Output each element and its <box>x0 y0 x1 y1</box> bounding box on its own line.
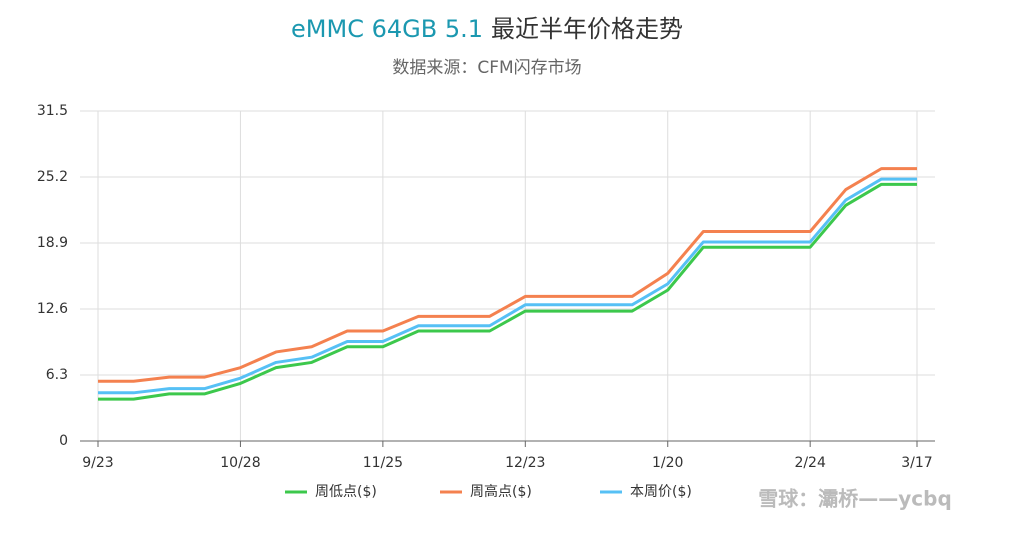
y-tick-label: 6.3 <box>46 367 68 383</box>
legend-label: 周高点($) <box>470 483 532 500</box>
x-tick-label: 3/17 <box>901 455 932 471</box>
chart-subtitle: 数据来源：CFM闪存市场 <box>392 58 581 78</box>
watermark: 雪球：灞桥——ycbq <box>758 487 952 511</box>
legend-label: 本周价($) <box>630 484 692 500</box>
series-line <box>98 177 917 395</box>
series-line <box>98 167 917 383</box>
x-tick-label: 1/20 <box>652 455 683 471</box>
x-tick-label: 11/25 <box>363 455 403 471</box>
y-tick-label: 12.6 <box>37 301 68 317</box>
x-tick-label: 10/28 <box>220 455 260 471</box>
chart-title: eMMC 64GB 5.1 最近半年价格走势 <box>291 15 683 43</box>
title-text: 最近半年价格走势 <box>491 15 683 43</box>
x-tick-label: 2/24 <box>794 455 826 471</box>
x-tick-label: 12/23 <box>505 455 545 471</box>
series-line <box>98 182 917 401</box>
x-tick-label: 9/23 <box>82 455 113 471</box>
y-tick-label: 18.9 <box>37 235 68 251</box>
y-tick-label: 25.2 <box>37 169 68 185</box>
y-tick-label: 31.5 <box>37 103 68 119</box>
y-tick-label: 0 <box>59 433 68 449</box>
title-model: eMMC 64GB 5.1 <box>291 15 483 43</box>
legend-label: 周低点($) <box>315 484 377 500</box>
